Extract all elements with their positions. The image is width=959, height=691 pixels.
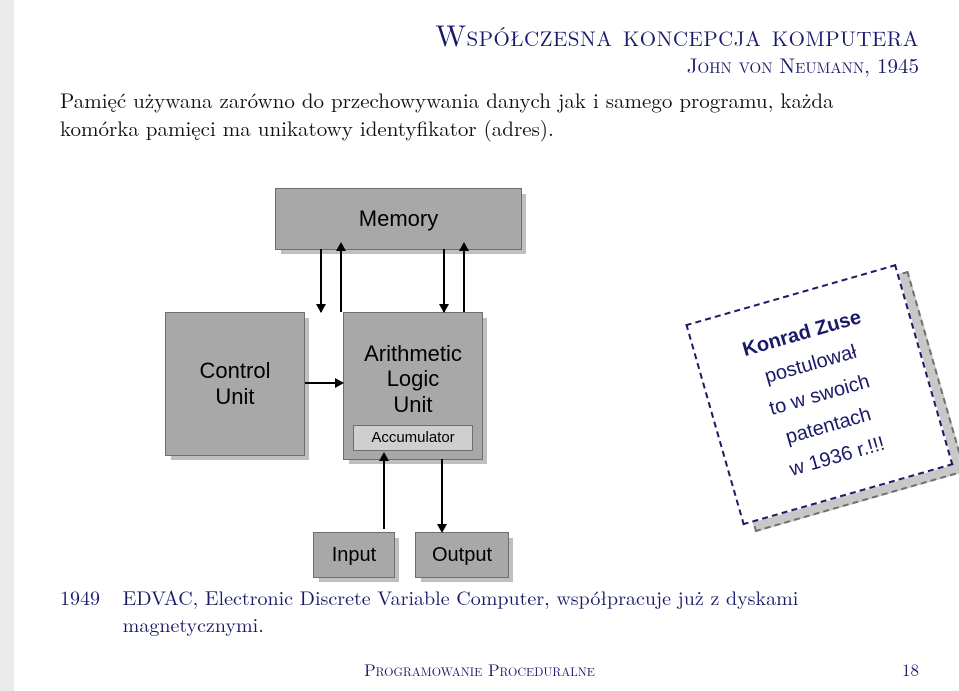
- page-number: 18: [902, 657, 919, 681]
- timeline-year: 1949: [60, 583, 116, 610]
- arrow-mem-to-cu: [320, 249, 322, 312]
- arrow-alu-to-mem: [463, 249, 465, 312]
- arrow-input-to-alu: [383, 459, 385, 529]
- slide-subtitle: John von Neumann, 1945: [687, 50, 919, 80]
- arrowhead-icon: [335, 378, 344, 388]
- zuse-note: Konrad Zuse postulował to w swoich paten…: [685, 264, 954, 527]
- alu-box: Arithmetic Logic Unit Accumulator: [343, 312, 483, 460]
- timeline-note: 1949 EDVAC, Electronic Discrete Variable…: [60, 583, 919, 637]
- alu-label: Arithmetic Logic Unit: [364, 341, 462, 417]
- output-box: Output: [415, 532, 509, 578]
- accumulator-label: Accumulator: [371, 429, 454, 446]
- input-label: Input: [332, 544, 376, 567]
- memory-label: Memory: [359, 206, 438, 232]
- slide-title: Współczesna koncepcja komputera: [435, 12, 919, 55]
- control-unit-label: Control Unit: [200, 358, 271, 411]
- memory-box: Memory: [275, 188, 522, 250]
- arrowhead-icon: [316, 304, 326, 313]
- arrowhead-icon: [336, 242, 346, 251]
- timeline-text: EDVAC, Electronic Discrete Variable Comp…: [123, 583, 903, 637]
- output-label: Output: [432, 544, 492, 567]
- control-unit-box: Control Unit: [165, 312, 305, 456]
- body-paragraph: Pamięć używana zarówno do przechowywania…: [60, 86, 919, 143]
- footer-text: Programowanie Proceduralne: [0, 657, 959, 681]
- arrowhead-icon: [459, 242, 469, 251]
- input-box: Input: [313, 532, 395, 578]
- arrowhead-icon: [439, 304, 449, 313]
- arrow-cu-to-mem: [340, 249, 342, 312]
- accumulator-box: Accumulator: [353, 425, 473, 451]
- von-neumann-diagram: Memory Control Unit Arithmetic Logic Uni…: [165, 194, 635, 594]
- arrow-mem-to-alu: [443, 249, 445, 312]
- arrowhead-icon: [437, 524, 447, 533]
- arrow-alu-to-output: [441, 459, 443, 529]
- arrowhead-icon: [379, 452, 389, 461]
- left-margin-bar: [0, 0, 14, 691]
